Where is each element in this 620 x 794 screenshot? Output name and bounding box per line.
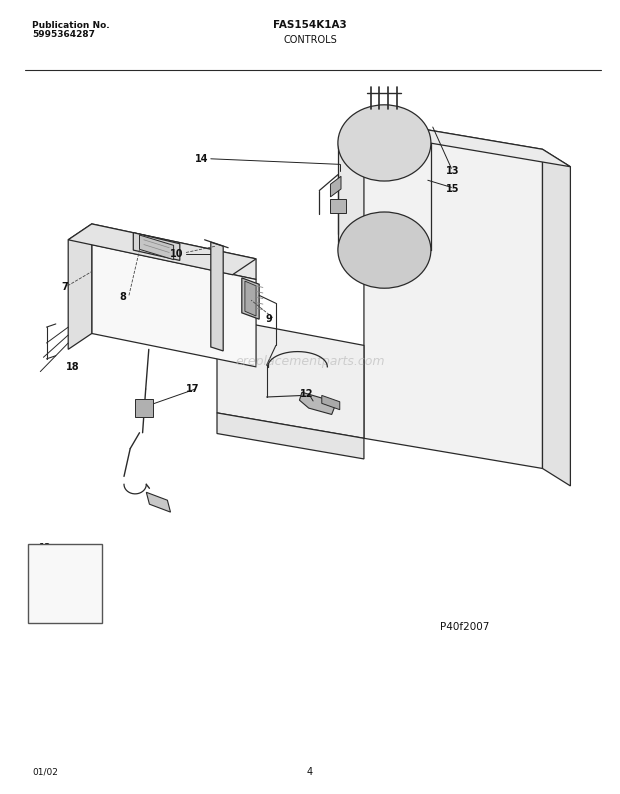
- Bar: [338, 143, 431, 250]
- Text: 12: 12: [38, 543, 51, 553]
- Text: 18: 18: [66, 362, 79, 372]
- Text: 14: 14: [195, 154, 208, 164]
- Text: 10: 10: [170, 249, 184, 259]
- Polygon shape: [542, 149, 570, 486]
- Polygon shape: [68, 224, 256, 275]
- Text: FAS154K1A3: FAS154K1A3: [273, 21, 347, 30]
- Text: P40f2007: P40f2007: [440, 622, 490, 632]
- Text: Publication No.: Publication No.: [32, 21, 110, 30]
- Polygon shape: [364, 119, 570, 167]
- Text: 4: 4: [307, 767, 313, 777]
- Polygon shape: [133, 233, 180, 260]
- Text: 9: 9: [265, 314, 272, 324]
- Text: 12: 12: [300, 389, 314, 399]
- Text: 13: 13: [446, 166, 459, 175]
- Polygon shape: [245, 281, 256, 316]
- Ellipse shape: [338, 212, 431, 288]
- Polygon shape: [242, 278, 259, 319]
- Polygon shape: [92, 245, 256, 367]
- Ellipse shape: [338, 105, 431, 181]
- Polygon shape: [146, 492, 170, 512]
- Polygon shape: [217, 318, 364, 438]
- Bar: [135, 399, 153, 417]
- Text: 01/02: 01/02: [32, 767, 58, 777]
- Bar: [28, 544, 102, 623]
- Polygon shape: [217, 413, 364, 459]
- Polygon shape: [322, 395, 340, 410]
- Text: ereplacementparts.com: ereplacementparts.com: [235, 355, 385, 368]
- Bar: [330, 198, 346, 213]
- Polygon shape: [140, 235, 174, 260]
- Polygon shape: [211, 242, 223, 351]
- Text: 7: 7: [62, 283, 68, 292]
- Polygon shape: [68, 224, 92, 349]
- Polygon shape: [364, 119, 542, 468]
- Text: 15: 15: [446, 184, 459, 194]
- Polygon shape: [330, 176, 341, 197]
- Text: 5995364287: 5995364287: [32, 30, 95, 40]
- Polygon shape: [92, 224, 256, 279]
- Text: 17: 17: [185, 384, 199, 394]
- Text: CONTROLS: CONTROLS: [283, 35, 337, 44]
- Polygon shape: [299, 392, 335, 414]
- Text: 8: 8: [119, 292, 126, 302]
